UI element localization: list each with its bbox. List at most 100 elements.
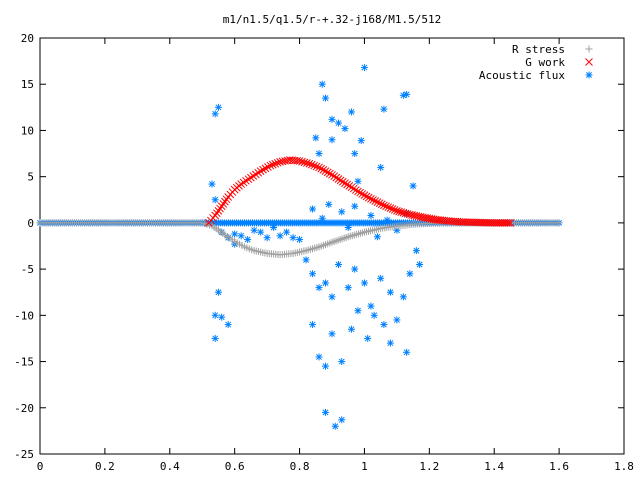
point-acoustic-flux — [357, 137, 365, 145]
point-g-work — [401, 209, 410, 218]
point-g-work — [247, 173, 255, 182]
point-acoustic-flux — [412, 247, 420, 255]
point-g-work — [341, 179, 349, 187]
point-acoustic-flux — [289, 234, 297, 242]
point-g-work — [345, 182, 354, 190]
point-g-work — [276, 158, 284, 166]
point-g-work — [321, 167, 330, 175]
point-g-work — [315, 163, 323, 172]
y-tick-label: 15 — [21, 78, 34, 91]
point-acoustic-flux — [312, 134, 320, 142]
point-acoustic-flux — [322, 362, 330, 370]
point-g-work — [369, 196, 377, 204]
point-g-work — [354, 187, 362, 196]
point-acoustic-flux — [370, 311, 378, 319]
point-acoustic-flux — [347, 325, 355, 333]
point-acoustic-flux — [214, 288, 222, 296]
series-acoustic-flux — [36, 64, 563, 430]
point-g-work — [330, 172, 339, 181]
point-acoustic-flux — [403, 90, 411, 98]
point-g-work — [271, 159, 280, 168]
point-g-work — [266, 161, 275, 170]
chart-title: m1/n1.5/q1.5/r-+.32-j168/M1.5/512 — [223, 13, 442, 26]
point-acoustic-flux — [406, 270, 414, 278]
point-g-work — [303, 159, 311, 167]
x-tick-label: 1 — [361, 460, 368, 473]
point-g-work — [295, 157, 304, 165]
y-tick-label: -10 — [14, 309, 34, 322]
x-tick-label: 1.2 — [419, 460, 439, 473]
point-g-work — [373, 198, 382, 206]
point-acoustic-flux — [403, 348, 411, 356]
point-acoustic-flux — [347, 108, 355, 116]
x-tick-label: 1.6 — [549, 460, 569, 473]
point-acoustic-flux — [380, 321, 388, 329]
x-tick-label: 1.8 — [614, 460, 634, 473]
point-acoustic-flux — [334, 119, 342, 127]
point-acoustic-flux — [283, 228, 291, 236]
point-g-work — [334, 175, 343, 183]
point-acoustic-flux — [360, 64, 368, 72]
point-g-work — [360, 191, 369, 200]
x-axis: 0 0.2 0.4 0.6 0.8 1 1.2 1.4 1.6 1.8 — [37, 38, 634, 473]
point-g-work — [312, 162, 321, 171]
point-acoustic-flux — [218, 313, 226, 321]
point-acoustic-flux — [276, 232, 284, 240]
point-acoustic-flux — [351, 150, 359, 158]
point-acoustic-flux — [344, 224, 352, 232]
point-acoustic-flux — [367, 211, 375, 219]
point-g-work — [323, 168, 332, 177]
point-g-work — [351, 186, 360, 194]
point-acoustic-flux — [409, 182, 417, 190]
point-acoustic-flux — [325, 200, 333, 208]
point-acoustic-flux — [211, 196, 219, 204]
point-g-work — [356, 188, 364, 197]
y-tick-label: 20 — [21, 32, 34, 45]
point-g-work — [390, 206, 399, 214]
point-acoustic-flux — [244, 236, 252, 244]
y-tick-label: -20 — [14, 402, 34, 415]
point-acoustic-flux — [354, 177, 362, 185]
point-acoustic-flux — [211, 311, 219, 319]
point-acoustic-flux — [344, 284, 352, 292]
point-g-work — [506, 219, 515, 227]
point-acoustic-flux — [360, 279, 368, 287]
point-g-work — [278, 157, 287, 166]
point-acoustic-flux — [351, 202, 359, 210]
point-acoustic-flux — [328, 293, 336, 301]
point-g-work — [358, 190, 367, 198]
legend-label: R stress — [512, 43, 565, 56]
point-acoustic-flux — [296, 236, 304, 244]
point-acoustic-flux — [338, 208, 346, 216]
legend-marker — [585, 45, 593, 53]
legend-marker — [585, 58, 593, 66]
point-g-work — [375, 199, 384, 208]
point-g-work — [307, 160, 316, 169]
point-g-work — [319, 166, 328, 174]
point-acoustic-flux — [338, 358, 346, 366]
point-acoustic-flux — [322, 408, 330, 416]
point-g-work — [377, 200, 386, 209]
point-g-work — [244, 175, 253, 184]
point-acoustic-flux — [237, 232, 245, 240]
point-acoustic-flux — [416, 260, 424, 268]
point-g-work — [380, 201, 388, 210]
point-g-work — [281, 157, 289, 165]
plot-frame — [39, 37, 625, 455]
point-acoustic-flux — [328, 115, 336, 123]
point-acoustic-flux — [315, 150, 323, 158]
point-g-work — [504, 219, 513, 227]
point-g-work — [382, 202, 390, 211]
y-axis: 20 15 10 5 0 -5 -10 -15 -20 -25 — [14, 32, 624, 461]
point-acoustic-flux — [341, 125, 349, 133]
point-g-work — [249, 172, 258, 180]
y-tick-label: 5 — [27, 171, 34, 184]
point-acoustic-flux — [351, 265, 359, 273]
point-acoustic-flux — [380, 105, 388, 113]
point-acoustic-flux — [263, 234, 271, 242]
x-tick-label: 0.2 — [95, 460, 115, 473]
point-g-work — [393, 207, 401, 215]
y-tick-label: -25 — [14, 448, 34, 461]
point-acoustic-flux — [364, 334, 372, 342]
